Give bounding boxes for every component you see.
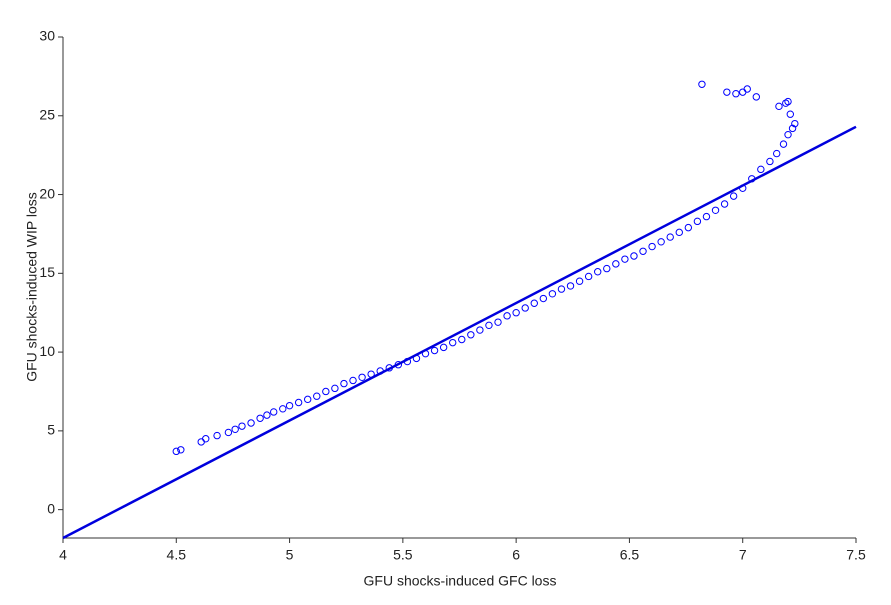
scatter-point: [711, 206, 720, 215]
scatter-point: [177, 446, 185, 454]
scatter-point: [263, 411, 271, 419]
scatter-point: [340, 379, 348, 388]
scatter-point: [757, 165, 765, 174]
scatter-point: [458, 335, 466, 344]
y-tick-label: 15: [39, 264, 55, 280]
x-tick-label: 5.5: [393, 547, 413, 563]
x-tick-label: 6.5: [620, 547, 640, 563]
y-tick-label: 0: [47, 500, 55, 516]
scatter-point: [612, 260, 620, 268]
scatter-point: [197, 438, 205, 446]
scatter-point: [621, 255, 629, 263]
scatter-point: [729, 192, 738, 200]
scatter-point: [213, 431, 221, 440]
scatter-point: [303, 395, 312, 404]
scatter-point: [566, 282, 575, 290]
scatter-point: [784, 130, 792, 139]
scatter-point: [603, 264, 611, 273]
scatter-point: [285, 401, 294, 410]
scatter-point: [684, 223, 693, 232]
scatter-point: [503, 312, 511, 320]
scatter-point: [512, 309, 520, 317]
scatter-point: [657, 238, 665, 246]
scatter-point: [313, 392, 321, 400]
scatter-point: [322, 387, 330, 396]
y-tick-label: 10: [39, 343, 55, 359]
scatter-point: [782, 99, 790, 107]
scatter-point: [331, 384, 339, 393]
scatter-point: [698, 80, 706, 88]
y-tick-label: 25: [39, 106, 55, 122]
x-tick-label: 4: [59, 547, 67, 563]
scatter-point: [224, 428, 233, 437]
scatter-point: [270, 408, 278, 416]
scatter-point: [630, 252, 638, 260]
scatter-point: [294, 398, 303, 407]
scatter-point: [349, 376, 357, 385]
scatter-point: [247, 419, 255, 427]
scatter-point: [784, 97, 792, 106]
x-tick-label: 5: [286, 547, 294, 563]
scatter-point: [238, 422, 246, 430]
scatter-point: [791, 119, 799, 128]
scatter-point: [494, 318, 502, 326]
scatter-point: [775, 102, 783, 111]
scatter-point: [521, 304, 529, 312]
scatter-point: [467, 331, 475, 339]
scatter-point: [648, 242, 656, 251]
scatter-point: [739, 88, 747, 96]
scatter-point: [231, 425, 239, 433]
y-tick-label: 5: [47, 422, 55, 438]
y-tick-label: 20: [39, 185, 55, 201]
scatter-point: [439, 343, 448, 352]
scatter-point: [720, 200, 729, 208]
scatter-point: [693, 217, 702, 226]
scatter-point: [786, 110, 794, 118]
scatter-point: [666, 233, 674, 241]
x-tick-label: 7: [739, 547, 747, 563]
scatter-point: [702, 212, 711, 221]
x-axis-label: GFU shocks-induced GFC loss: [364, 573, 557, 589]
scatter-point: [557, 285, 566, 293]
scatter-point: [279, 405, 287, 413]
scatter-point: [743, 85, 751, 93]
scatter-point: [548, 290, 557, 298]
scatter-point: [732, 90, 740, 98]
scatter-point: [202, 435, 210, 443]
scatter-point: [639, 247, 647, 255]
scatter-point: [530, 299, 538, 307]
y-axis-label: GFU shocks-induced WIP loss: [24, 192, 40, 382]
scatter-point: [584, 272, 593, 281]
scatter-point: [773, 149, 781, 158]
scatter-point: [675, 228, 683, 237]
scatter-point: [779, 140, 788, 148]
scatter-point: [594, 268, 602, 276]
scatter-point: [723, 88, 731, 96]
scatter-point: [539, 294, 548, 303]
scatter-point: [752, 93, 761, 101]
y-tick-label: 30: [39, 28, 55, 44]
scatter-point: [575, 277, 584, 285]
scatter-point: [476, 326, 484, 334]
scatter-point: [449, 338, 457, 347]
scatter-point: [172, 447, 180, 456]
x-tick-label: 4.5: [167, 547, 187, 563]
scatter-point: [485, 321, 493, 330]
fit-line: [62, 125, 857, 540]
scatter-point: [788, 124, 797, 133]
x-tick-label: 7.5: [846, 547, 866, 563]
scatter-point: [256, 414, 264, 422]
scatter-point: [430, 346, 439, 355]
x-tick-label: 6: [512, 547, 520, 563]
scatter-point: [358, 373, 366, 382]
scatter-point: [766, 157, 774, 166]
